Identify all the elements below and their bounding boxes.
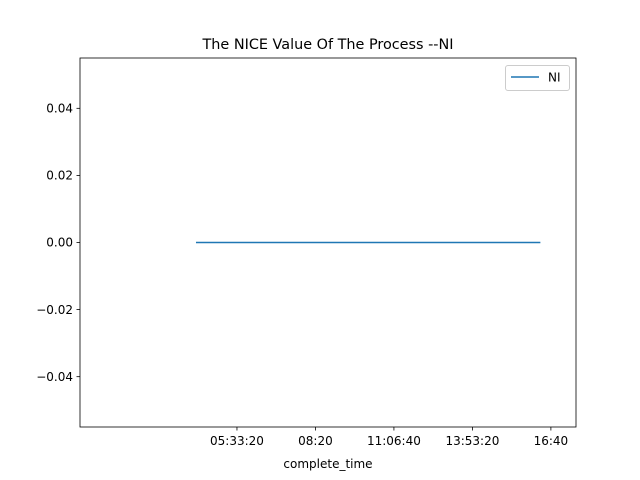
- y-tick-label: −0.02: [36, 303, 73, 317]
- x-axis-label: complete_time: [283, 457, 372, 471]
- x-tick-label: 11:06:40: [367, 434, 421, 448]
- plot-frame: [79, 57, 577, 428]
- x-tick-label: 05:33:20: [210, 434, 264, 448]
- legend-label: NI: [548, 71, 561, 85]
- chart-title: The NICE Value Of The Process --NI: [201, 37, 453, 53]
- y-tick-label: −0.04: [36, 370, 73, 384]
- x-tick-label: 16:40: [534, 434, 569, 448]
- x-tick-label: 08:20: [298, 434, 333, 448]
- y-tick-label: 0.02: [46, 169, 73, 183]
- legend-box: [505, 65, 570, 91]
- x-axis: 05:33:20 08:20 11:06:40 13:53:20 16:40: [210, 427, 568, 448]
- y-tick-label: 0.00: [46, 236, 73, 250]
- x-tick-label: 13:53:20: [445, 434, 499, 448]
- y-axis: 0.04 0.02 0.00 −0.02 −0.04: [36, 102, 80, 384]
- legend: NI: [505, 65, 570, 91]
- y-tick-label: 0.04: [46, 102, 73, 116]
